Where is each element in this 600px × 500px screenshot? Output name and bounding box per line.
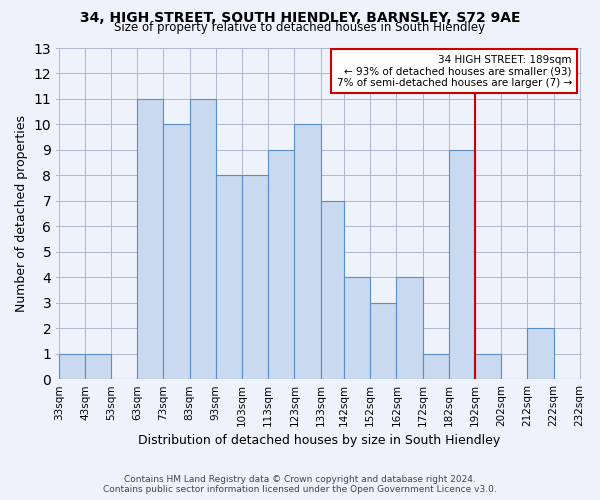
Bar <box>216 176 242 379</box>
Text: Size of property relative to detached houses in South Hiendley: Size of property relative to detached ho… <box>115 22 485 35</box>
Bar <box>320 201 344 379</box>
Bar <box>268 150 295 379</box>
X-axis label: Distribution of detached houses by size in South Hiendley: Distribution of detached houses by size … <box>138 434 500 448</box>
Text: Contains HM Land Registry data © Crown copyright and database right 2024.
Contai: Contains HM Land Registry data © Crown c… <box>103 474 497 494</box>
Text: 34 HIGH STREET: 189sqm
← 93% of detached houses are smaller (93)
7% of semi-deta: 34 HIGH STREET: 189sqm ← 93% of detached… <box>337 54 572 88</box>
Bar <box>475 354 501 379</box>
Bar <box>137 99 163 379</box>
Bar <box>242 176 268 379</box>
Bar <box>449 150 475 379</box>
Bar <box>85 354 111 379</box>
Y-axis label: Number of detached properties: Number of detached properties <box>15 115 28 312</box>
Bar <box>422 354 449 379</box>
Bar <box>527 328 554 379</box>
Bar <box>163 124 190 379</box>
Text: 34, HIGH STREET, SOUTH HIENDLEY, BARNSLEY, S72 9AE: 34, HIGH STREET, SOUTH HIENDLEY, BARNSLE… <box>80 11 520 25</box>
Bar <box>397 278 422 379</box>
Bar <box>370 303 397 379</box>
Bar <box>295 124 320 379</box>
Bar <box>59 354 85 379</box>
Bar <box>190 99 216 379</box>
Bar <box>344 278 370 379</box>
